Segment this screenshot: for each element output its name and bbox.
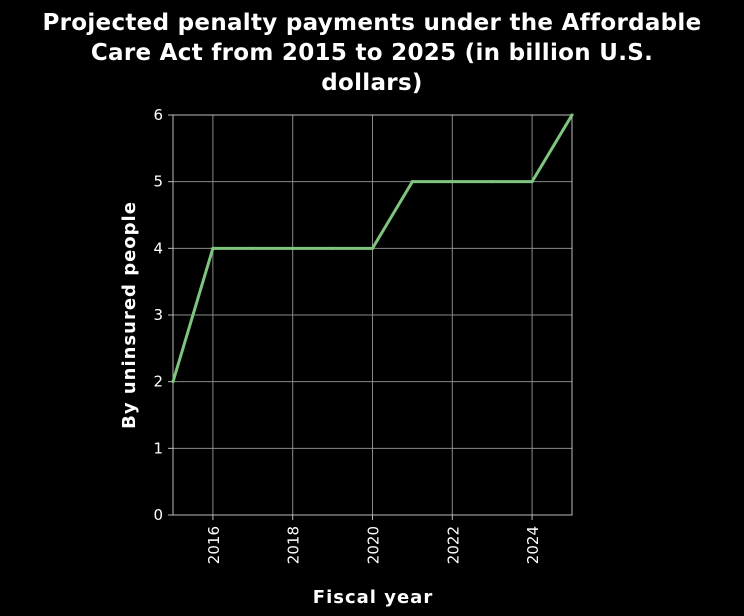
series-line-segment bbox=[371, 180, 414, 250]
data-point bbox=[410, 180, 414, 184]
y-tick-label: 1 bbox=[153, 439, 163, 457]
grid-lines bbox=[173, 114, 572, 516]
series-line-segment bbox=[171, 246, 215, 384]
x-tick-label: 2022 bbox=[444, 526, 462, 564]
x-axis-title: Fiscal year bbox=[313, 587, 433, 608]
y-axis-title: By uninsured people bbox=[119, 201, 140, 429]
chart-title-line-1: Projected penalty payments under the Aff… bbox=[42, 10, 701, 36]
series-line-segment bbox=[530, 113, 574, 184]
x-tick-label: 2016 bbox=[205, 526, 223, 564]
data-point bbox=[171, 380, 175, 384]
data-point bbox=[570, 113, 574, 117]
y-tick-label: 6 bbox=[153, 106, 163, 124]
data-point bbox=[371, 246, 374, 250]
y-tick-label: 0 bbox=[153, 506, 163, 524]
axes: 0 1 2 3 4 5 6 2016 2018 2020 2022 2024 bbox=[153, 106, 573, 564]
data-point bbox=[291, 246, 295, 250]
data-point bbox=[530, 180, 534, 184]
data-point bbox=[490, 180, 494, 184]
data-point bbox=[331, 246, 335, 250]
data-point bbox=[211, 246, 215, 250]
y-tick-label: 2 bbox=[153, 373, 163, 391]
x-tick-label: 2024 bbox=[524, 526, 542, 564]
data-point bbox=[450, 180, 454, 184]
y-tick-label: 4 bbox=[153, 239, 163, 257]
chart-title-line-2: Care Act from 2015 to 2025 (in billion U… bbox=[91, 40, 653, 66]
data-point bbox=[251, 246, 255, 250]
chart-title-line-3: dollars) bbox=[321, 70, 423, 96]
series-layer bbox=[171, 113, 574, 384]
chart-title: Projected penalty payments under the Aff… bbox=[42, 10, 701, 96]
y-tick-label: 3 bbox=[153, 306, 163, 324]
x-tick-label: 2018 bbox=[285, 526, 303, 564]
x-tick-label: 2020 bbox=[365, 526, 383, 564]
y-tick-label: 5 bbox=[153, 173, 163, 191]
